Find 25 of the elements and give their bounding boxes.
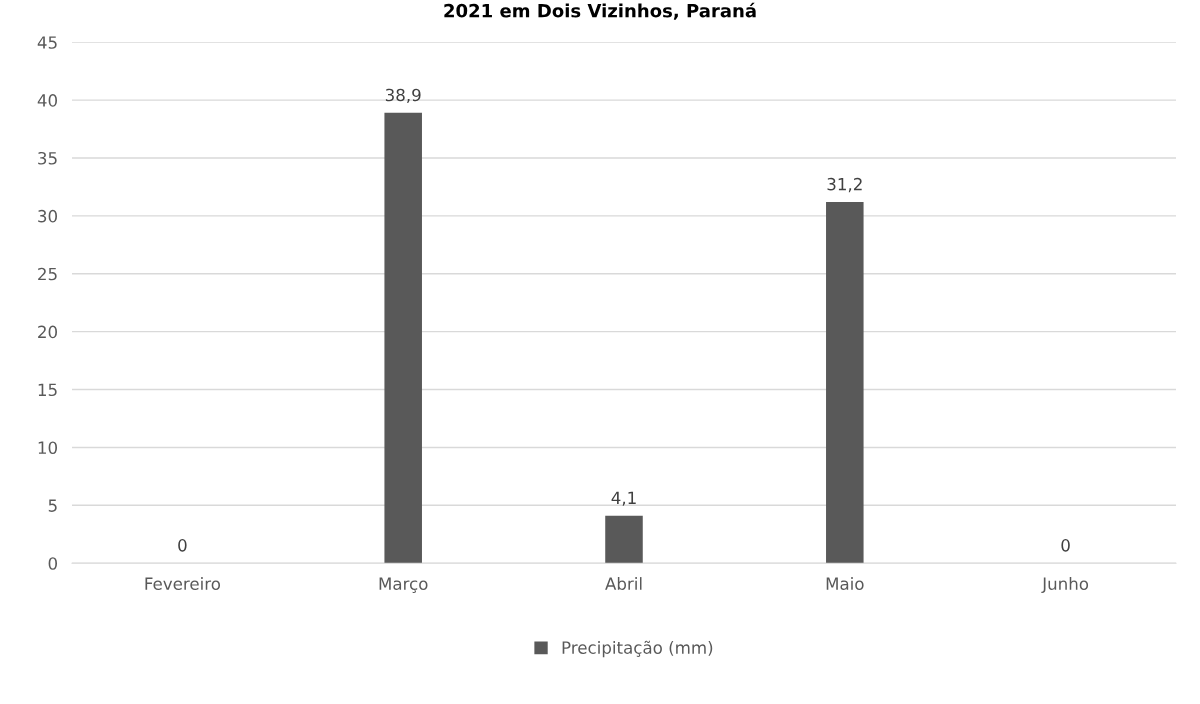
bar <box>826 202 864 564</box>
x-tick-label: Abril <box>605 577 642 590</box>
bar <box>605 515 643 564</box>
text: 4,1 <box>611 491 636 506</box>
x-tick-label: Fevereiro <box>145 577 221 590</box>
bar <box>384 112 422 564</box>
y-tick-label: 15 <box>38 383 57 397</box>
y-tick-label: 10 <box>38 441 57 454</box>
x-tick-label: Maio <box>826 577 864 590</box>
y-tick-label: 20 <box>38 325 57 339</box>
y-tick-label: 30 <box>38 209 57 223</box>
y-tick-label: 5 <box>48 499 57 512</box>
y-tick-label: 40 <box>37 94 57 107</box>
text: 0 <box>178 539 187 552</box>
y-tick-label: 0 <box>48 557 57 570</box>
x-tick-label: Março <box>379 577 428 593</box>
text: 0 <box>1061 539 1070 552</box>
y-tick-label: 45 <box>37 36 57 49</box>
x-tick-label: Junho <box>1041 577 1089 594</box>
text: 38,9 <box>385 88 421 103</box>
text: 31,2 <box>827 177 862 193</box>
y-tick-label: 35 <box>38 151 57 165</box>
chart-title: 2021 em Dois Vizinhos, Paraná <box>444 2 756 20</box>
y-tick-label: 25 <box>38 267 57 281</box>
legend-label: Precipitação (mm) <box>562 640 713 658</box>
